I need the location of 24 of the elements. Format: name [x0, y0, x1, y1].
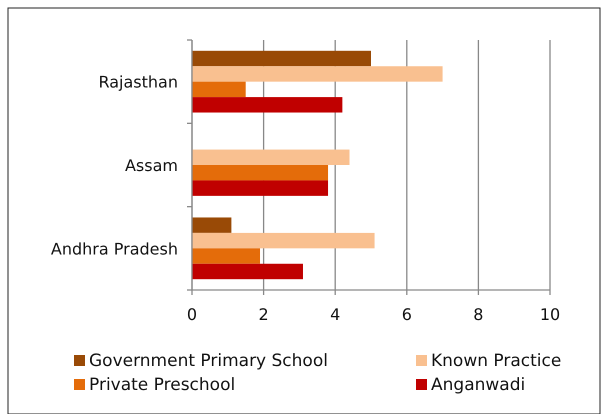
- bar: [192, 66, 443, 82]
- x-tick-label: 6: [402, 305, 412, 324]
- legend-label: Known Practice: [431, 351, 562, 371]
- bar: [192, 97, 342, 113]
- bar: [192, 232, 375, 248]
- bar: [192, 180, 328, 196]
- bar: [192, 82, 246, 98]
- x-tick-label: 2: [258, 305, 269, 324]
- bar: [192, 248, 260, 264]
- bar: [192, 264, 303, 280]
- x-tick-label: 10: [540, 305, 560, 324]
- bar: [192, 150, 350, 165]
- legend-label: Private Preschool: [89, 375, 236, 395]
- y-tick-label: Rajasthan: [98, 72, 178, 92]
- legend-label: Anganwadi: [431, 375, 526, 395]
- x-tick-label: 0: [186, 305, 198, 324]
- y-tick-label: Andhra Pradesh: [50, 239, 178, 258]
- bar: [192, 217, 232, 233]
- x-tick-label: 4: [330, 305, 340, 324]
- legend-label: Government Primary School: [89, 351, 328, 371]
- x-tick-label: 8: [473, 305, 484, 324]
- bar: [192, 165, 328, 180]
- y-tick-label: Assam: [124, 156, 178, 175]
- bar: [192, 50, 371, 66]
